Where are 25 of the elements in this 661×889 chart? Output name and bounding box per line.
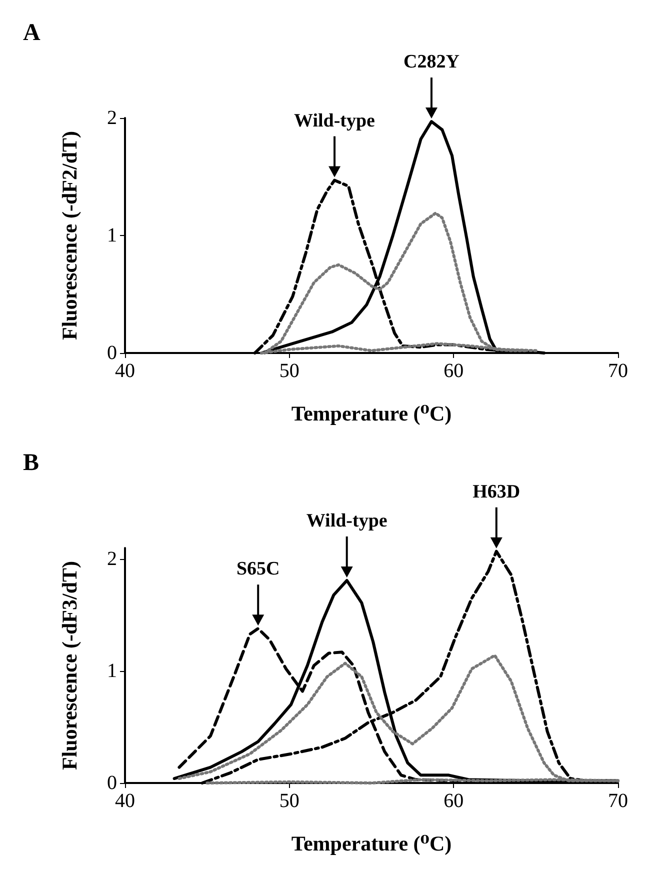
x-axis-title: Temperature (⁰C) — [291, 402, 452, 426]
x-tick-label: 60 — [444, 360, 464, 382]
chart-title: A — [23, 20, 41, 46]
annotation: Wild-type — [294, 110, 375, 132]
y-tick-label: 0 — [107, 772, 117, 794]
chart-title: B — [23, 450, 40, 476]
x-tick-label: 40 — [115, 360, 135, 382]
y-axis-title: Fluorescence (-dF2/dT) — [58, 131, 82, 340]
x-tick-label: 70 — [608, 790, 628, 812]
y-axis-title: Fluorescence (-dF3/dT) — [58, 561, 82, 770]
x-tick-label: 70 — [608, 360, 628, 382]
annotation: H63D — [472, 481, 520, 502]
x-tick-label: 50 — [279, 790, 300, 812]
y-tick-label: 2 — [107, 107, 117, 129]
annotation: Wild-type — [306, 510, 388, 532]
y-tick-label: 0 — [107, 342, 117, 364]
y-tick-label: 1 — [107, 660, 117, 682]
x-axis-title: Temperature (⁰C) — [291, 832, 452, 856]
annotation: S65C — [236, 558, 280, 580]
y-tick-label: 2 — [107, 548, 117, 570]
x-tick-label: 40 — [115, 790, 135, 812]
x-tick-label: 60 — [444, 790, 464, 812]
x-tick-label: 50 — [279, 360, 300, 382]
y-tick-label: 1 — [107, 224, 117, 246]
annotation: C282Y — [404, 52, 460, 73]
